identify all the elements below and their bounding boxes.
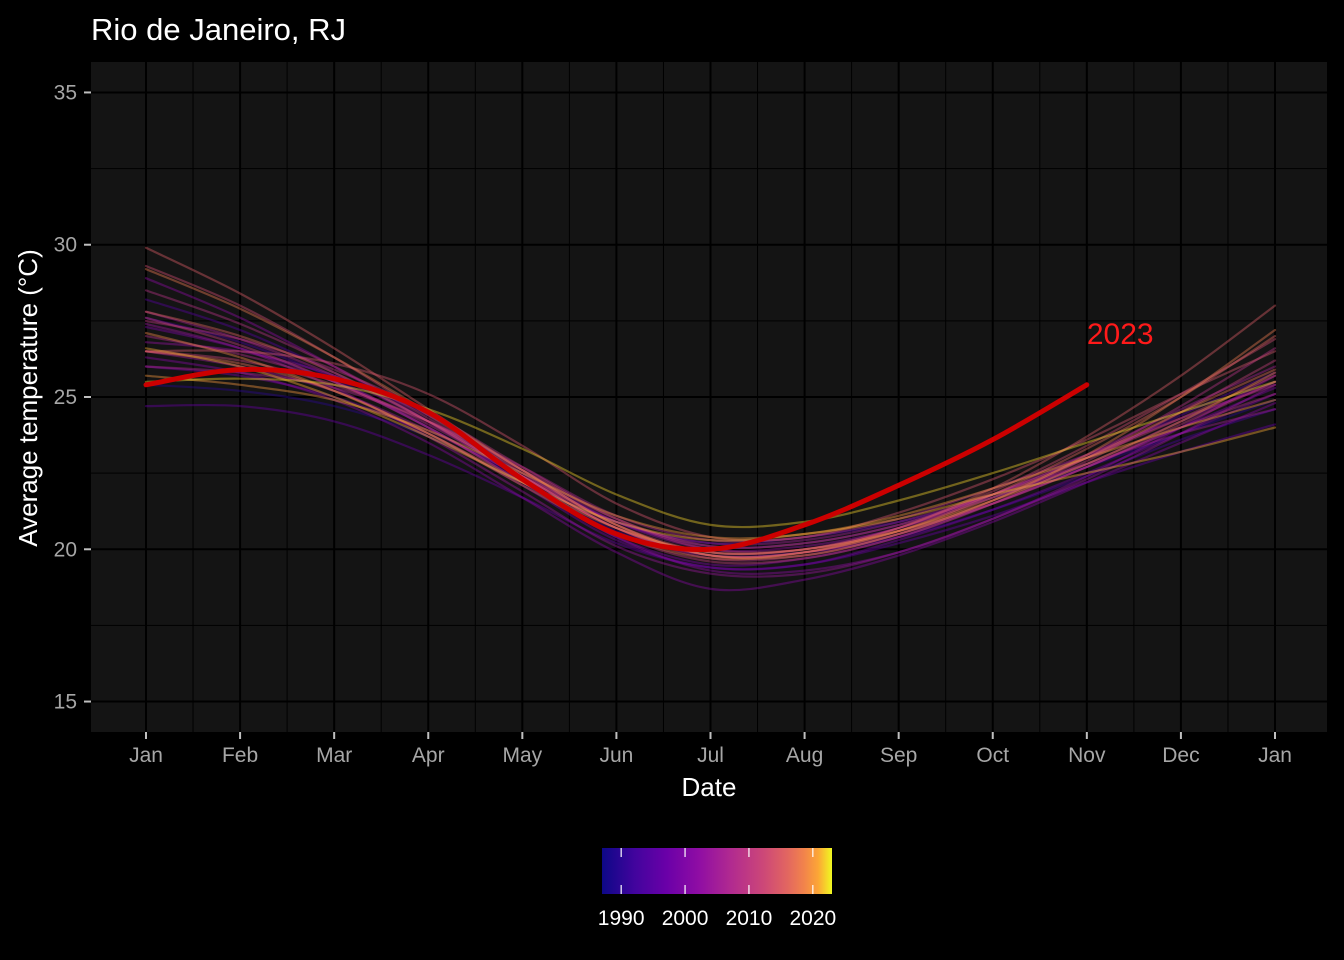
x-tick-label: Jan xyxy=(129,744,163,767)
legend-tick-label: 2000 xyxy=(662,907,709,930)
series-line-2023 xyxy=(143,366,1090,553)
highlight-label: 2023 xyxy=(1087,318,1154,351)
series-line-2013 xyxy=(144,264,1277,556)
legend: 1990 2000 2010 2020 xyxy=(598,848,836,930)
series-line-1999 xyxy=(144,365,1277,571)
series-line-2000 xyxy=(144,325,1277,567)
y-tick-label: 15 xyxy=(54,691,77,714)
x-tick-label: Jan xyxy=(1258,744,1292,767)
legend-colorbar xyxy=(602,848,832,894)
grid xyxy=(91,62,1327,732)
series-line-2018 xyxy=(144,268,1277,560)
y-tick-label: 30 xyxy=(54,234,77,257)
series-line-2002 xyxy=(144,277,1277,575)
legend-tick-label: 1990 xyxy=(598,907,645,930)
legend-ticks: 1990 2000 2010 2020 xyxy=(598,848,836,930)
series-line-2015 xyxy=(144,246,1277,559)
series-line-2020 xyxy=(144,374,1277,540)
series-line-1995 xyxy=(144,298,1277,549)
y-tick-label: 25 xyxy=(54,386,77,409)
x-tick-label: Oct xyxy=(976,744,1009,767)
x-tick-label: Feb xyxy=(222,744,258,767)
x-tick-label: Apr xyxy=(412,744,445,767)
x-tick-label: May xyxy=(502,744,542,767)
x-tick-label: Dec xyxy=(1162,744,1199,767)
x-tick-label: Sep xyxy=(880,744,917,767)
y-axis: 15 20 25 30 35 xyxy=(54,81,91,714)
series-line-2006 xyxy=(144,310,1277,556)
x-axis-title: Date xyxy=(682,772,737,802)
series-line-2019 xyxy=(144,331,1277,556)
y-axis-title: Average temperature (°C) xyxy=(13,249,43,547)
series-line-2014 xyxy=(144,349,1277,542)
x-tick-label: Jul xyxy=(697,744,724,767)
series-line-2004 xyxy=(144,322,1277,578)
x-tick-label: Nov xyxy=(1068,744,1106,767)
y-tick-label: 35 xyxy=(54,81,77,104)
series-line-2011 xyxy=(144,316,1277,565)
series-line-2009 xyxy=(144,289,1277,562)
series-line-2005 xyxy=(144,350,1277,546)
series-line-2022 xyxy=(144,377,1277,529)
series-line-2021 xyxy=(144,347,1277,542)
series-line-1990 xyxy=(144,383,1277,545)
legend-tick-label: 2020 xyxy=(789,907,836,930)
y-tick-label: 20 xyxy=(54,538,77,561)
series-line-2001 xyxy=(144,356,1277,592)
series-line-2016 xyxy=(144,310,1277,559)
highlight-series: 2023 xyxy=(143,318,1154,553)
chart-title: Rio de Janeiro, RJ xyxy=(91,12,346,47)
series-line-1997 xyxy=(144,403,1277,571)
x-axis: Jan Feb Mar Apr May Jun Jul Aug Sep Oct Nov Dec Jan xyxy=(129,732,1292,767)
x-tick-label: Aug xyxy=(786,744,823,767)
series-line-2008 xyxy=(144,335,1277,559)
series-line-2017 xyxy=(144,350,1277,561)
x-tick-label: Mar xyxy=(316,744,352,767)
x-tick-label: Jun xyxy=(599,744,633,767)
series-line-2012 xyxy=(144,350,1277,550)
legend-tick-label: 2010 xyxy=(726,907,773,930)
series-line-2007 xyxy=(144,365,1277,543)
